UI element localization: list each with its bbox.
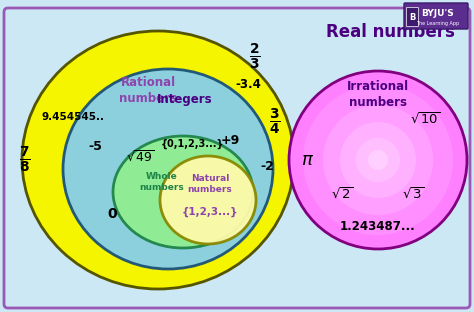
Text: Natural
numbers: Natural numbers [188,174,232,194]
Ellipse shape [340,122,416,198]
Text: -2: -2 [260,160,274,173]
Text: 1.243487...: 1.243487... [340,221,416,233]
Text: Real numbers: Real numbers [326,23,455,41]
Text: Integers: Integers [157,92,213,105]
Text: $\sqrt{49}$: $\sqrt{49}$ [126,149,155,164]
Ellipse shape [356,138,400,182]
Ellipse shape [113,136,253,248]
Text: +9: +9 [220,134,240,147]
Text: $\mathbf{\frac{3}{4}}$: $\mathbf{\frac{3}{4}}$ [269,107,281,137]
Text: $\mathbf{\frac{7}{8}}$: $\mathbf{\frac{7}{8}}$ [19,145,31,175]
Ellipse shape [368,150,388,170]
Text: -3.4: -3.4 [235,77,261,90]
Text: Whole
numbers: Whole numbers [140,172,184,192]
Ellipse shape [22,31,294,289]
Text: Rational
numbers: Rational numbers [119,76,177,105]
Text: $\mathbf{\frac{2}{3}}$: $\mathbf{\frac{2}{3}}$ [249,42,261,72]
Text: $\sqrt{3}$: $\sqrt{3}$ [402,186,424,202]
Text: -5: -5 [88,140,102,154]
Text: 0: 0 [107,207,117,221]
Text: $\pi$: $\pi$ [301,151,315,169]
Ellipse shape [160,156,256,244]
Text: BYJU'S: BYJU'S [422,9,455,18]
Text: B: B [410,12,416,22]
Text: {1,2,3...}: {1,2,3...} [182,207,238,217]
Ellipse shape [303,85,453,235]
Text: The Learning App: The Learning App [417,21,460,26]
FancyBboxPatch shape [4,8,470,308]
Ellipse shape [323,105,433,215]
Ellipse shape [289,71,467,249]
Text: {0,1,2,3...}: {0,1,2,3...} [161,139,225,149]
FancyBboxPatch shape [404,3,468,29]
Text: $\sqrt{10}$: $\sqrt{10}$ [410,111,440,127]
FancyBboxPatch shape [407,7,419,27]
Ellipse shape [63,69,273,269]
Text: $\sqrt{2}$: $\sqrt{2}$ [331,186,353,202]
Text: Irrational
numbers: Irrational numbers [347,80,409,109]
Text: 9.454545..: 9.454545.. [42,112,105,122]
